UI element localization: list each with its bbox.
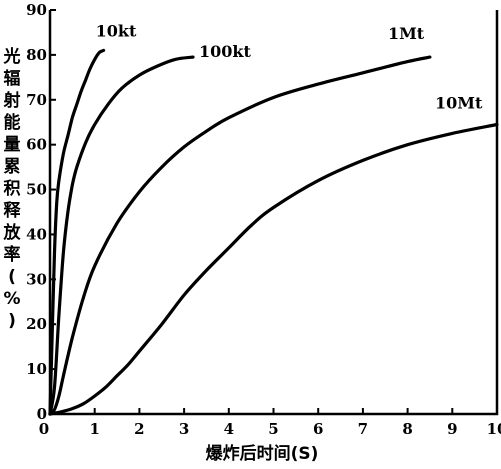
series-line-100kt [48, 55, 195, 416]
y-tick-label: 0 [37, 405, 47, 423]
y-tick-label: 60 [26, 136, 47, 154]
x-tick-label: 8 [402, 420, 412, 438]
x-tick-label: 6 [313, 420, 323, 438]
x-tick-label: 10 [487, 420, 501, 438]
y-ticks: 0 10 20 30 40 50 60 70 80 90 [26, 1, 56, 423]
axis-frame [48, 10, 499, 416]
y-axis-label-text: 光辐射能量累积释放率(%) [3, 46, 22, 331]
series-label-1Mt: 1Mt [388, 24, 425, 43]
series-labels: 10kt 100kt 1Mt 10Mt [96, 21, 483, 112]
x-ticks: 0 1 2 3 4 5 6 7 8 9 10 [39, 408, 501, 438]
axes [48, 10, 499, 416]
x-tick-label: 4 [224, 420, 234, 438]
x-tick-label: 5 [268, 420, 278, 438]
x-tick-label: 7 [358, 420, 368, 438]
series-label-10Mt: 10Mt [435, 93, 483, 112]
y-tick-label: 20 [26, 315, 47, 333]
x-tick-label: 3 [179, 420, 189, 438]
x-axis-label: 爆炸后时间(S) [206, 443, 319, 464]
series-line-10kt [48, 48, 106, 416]
y-tick-label: 70 [26, 91, 47, 109]
x-tick-label: 1 [89, 420, 99, 438]
y-tick-label: 80 [26, 46, 47, 64]
y-tick-label: 10 [26, 360, 47, 378]
x-tick-label: 0 [39, 420, 49, 438]
y-tick-label: 50 [26, 181, 47, 199]
series-line-10Mt [48, 122, 499, 416]
x-tick-label: 2 [134, 420, 144, 438]
y-tick-label: 90 [26, 1, 47, 19]
series-line-1Mt [48, 55, 432, 416]
x-tick-label: 9 [447, 420, 457, 438]
y-tick-label: 30 [26, 270, 47, 288]
series-label-10kt: 10kt [96, 21, 137, 40]
y-tick-label: 40 [26, 225, 47, 243]
curves [48, 48, 499, 416]
series-label-100kt: 100kt [199, 42, 251, 61]
y-axis-label: 光辐射能量累积释放率(%) [3, 46, 22, 331]
